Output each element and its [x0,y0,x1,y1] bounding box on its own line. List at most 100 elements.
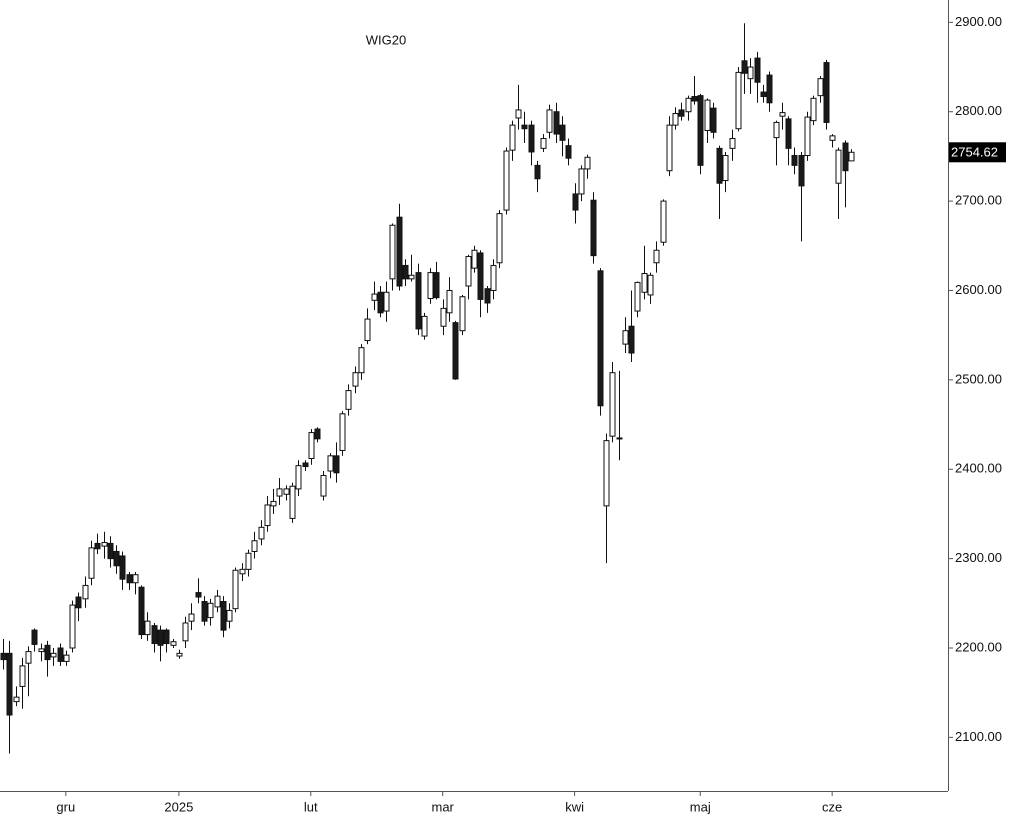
candle-body [352,372,359,387]
candle-body [477,252,484,300]
x-tick-label: lut [304,799,318,814]
candle-body [804,116,811,157]
candle-body [19,665,26,687]
candle-body [559,124,566,141]
candle-body [578,168,585,195]
candle-body [433,272,440,299]
candle-body [672,113,679,126]
candle-body [647,274,654,296]
candle-body [534,164,541,180]
candle-body [63,654,70,662]
candle-body [553,111,560,135]
candle-body [798,155,805,187]
candle-body [258,526,265,540]
candle-body [245,552,252,570]
y-tick-label: 2300.00 [955,550,1002,565]
candle-body [50,652,57,658]
candle-body [452,322,459,380]
candle-body [666,124,673,172]
y-tick-label: 2500.00 [955,371,1002,386]
candle-body [597,270,604,407]
candle-body [132,574,139,584]
candle-body [590,199,597,257]
candle-body [289,485,296,519]
candle-body [6,652,13,716]
candle-body [609,372,616,437]
candle-body [641,272,648,293]
candle-body [138,586,145,636]
candle-body [119,555,126,580]
candle-body [345,390,352,410]
candle-body [188,613,195,622]
candle-body [270,500,277,507]
chart-title: WIG20 [366,32,406,47]
candle-body [88,547,95,579]
candle-body [239,568,246,575]
candle-body [735,71,742,130]
candle-body [182,622,189,642]
candle-body [13,696,20,703]
candle-body [496,213,503,264]
candle-body [572,193,579,211]
candle-body [170,641,177,646]
y-tick-label: 2100.00 [955,729,1002,744]
candle-body [791,155,798,166]
candle-body [251,540,258,552]
candle-body [201,601,208,622]
candle-body [842,142,849,172]
candle-body [766,74,773,104]
candle-body [565,145,572,159]
x-tick-label: 2025 [164,799,193,814]
candle-body [176,652,183,657]
candle-body [195,592,202,598]
candle-body [364,318,371,342]
candle-body [163,629,170,645]
candle-body [302,462,309,468]
candle-body [471,249,478,269]
candle-body [427,272,434,300]
candle-body [314,428,321,440]
candle-body [546,109,553,133]
candle-body [528,124,535,153]
candle-body [295,465,302,490]
candle-body [716,147,723,184]
x-tick-label: gru [56,799,75,814]
candle-body [232,569,239,610]
candle-body [465,256,472,287]
candle-body [157,629,164,646]
candle-body [377,291,384,314]
candle-body [421,315,428,337]
candle-body [760,91,767,98]
candle-body [264,504,271,527]
candle-body [503,150,510,211]
candle-body [823,62,830,123]
candle-body [207,602,214,619]
candle-body [339,413,346,451]
candle-body [151,625,158,645]
candle-body [440,307,447,327]
candle-body [276,488,283,497]
candle-body [685,97,692,113]
candle-body [773,121,780,139]
candle-body [634,281,641,312]
candle-body [697,95,704,166]
candle-body [415,272,422,330]
candle-body [521,124,528,130]
candle-body [333,455,340,474]
candle-body [69,604,76,649]
candle-body [402,264,409,280]
candle-body [628,325,635,354]
candle-body [515,109,522,119]
candle-body [484,288,491,304]
candle-body [660,200,667,243]
candle-body [817,78,824,97]
candle-body [810,97,817,122]
candle-body [383,291,390,312]
candle-body [31,629,38,645]
candle-body [44,644,51,661]
candle-body [653,249,660,264]
candle-body [747,66,754,80]
candle-body [126,574,133,584]
candle-body [113,550,120,567]
